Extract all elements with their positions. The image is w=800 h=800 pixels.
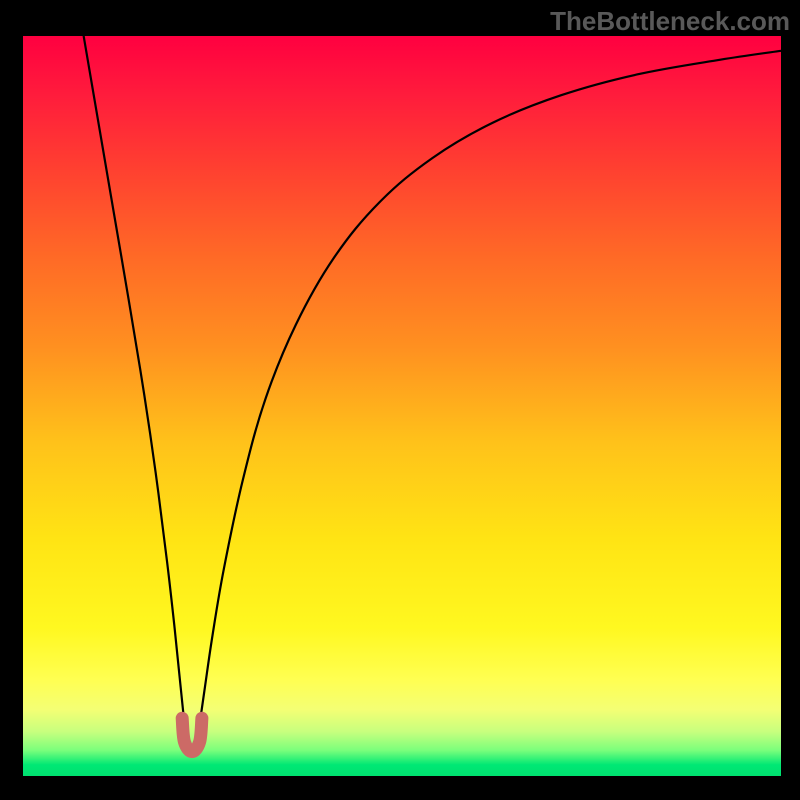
plot-svg xyxy=(23,36,781,776)
curve-right xyxy=(200,51,781,724)
plot-area xyxy=(23,36,781,776)
chart-container: TheBottleneck.com xyxy=(0,0,800,800)
plot-outer-frame xyxy=(0,0,800,800)
curve-left xyxy=(84,36,185,724)
trough-marker xyxy=(182,718,202,751)
watermark-text: TheBottleneck.com xyxy=(550,6,790,37)
